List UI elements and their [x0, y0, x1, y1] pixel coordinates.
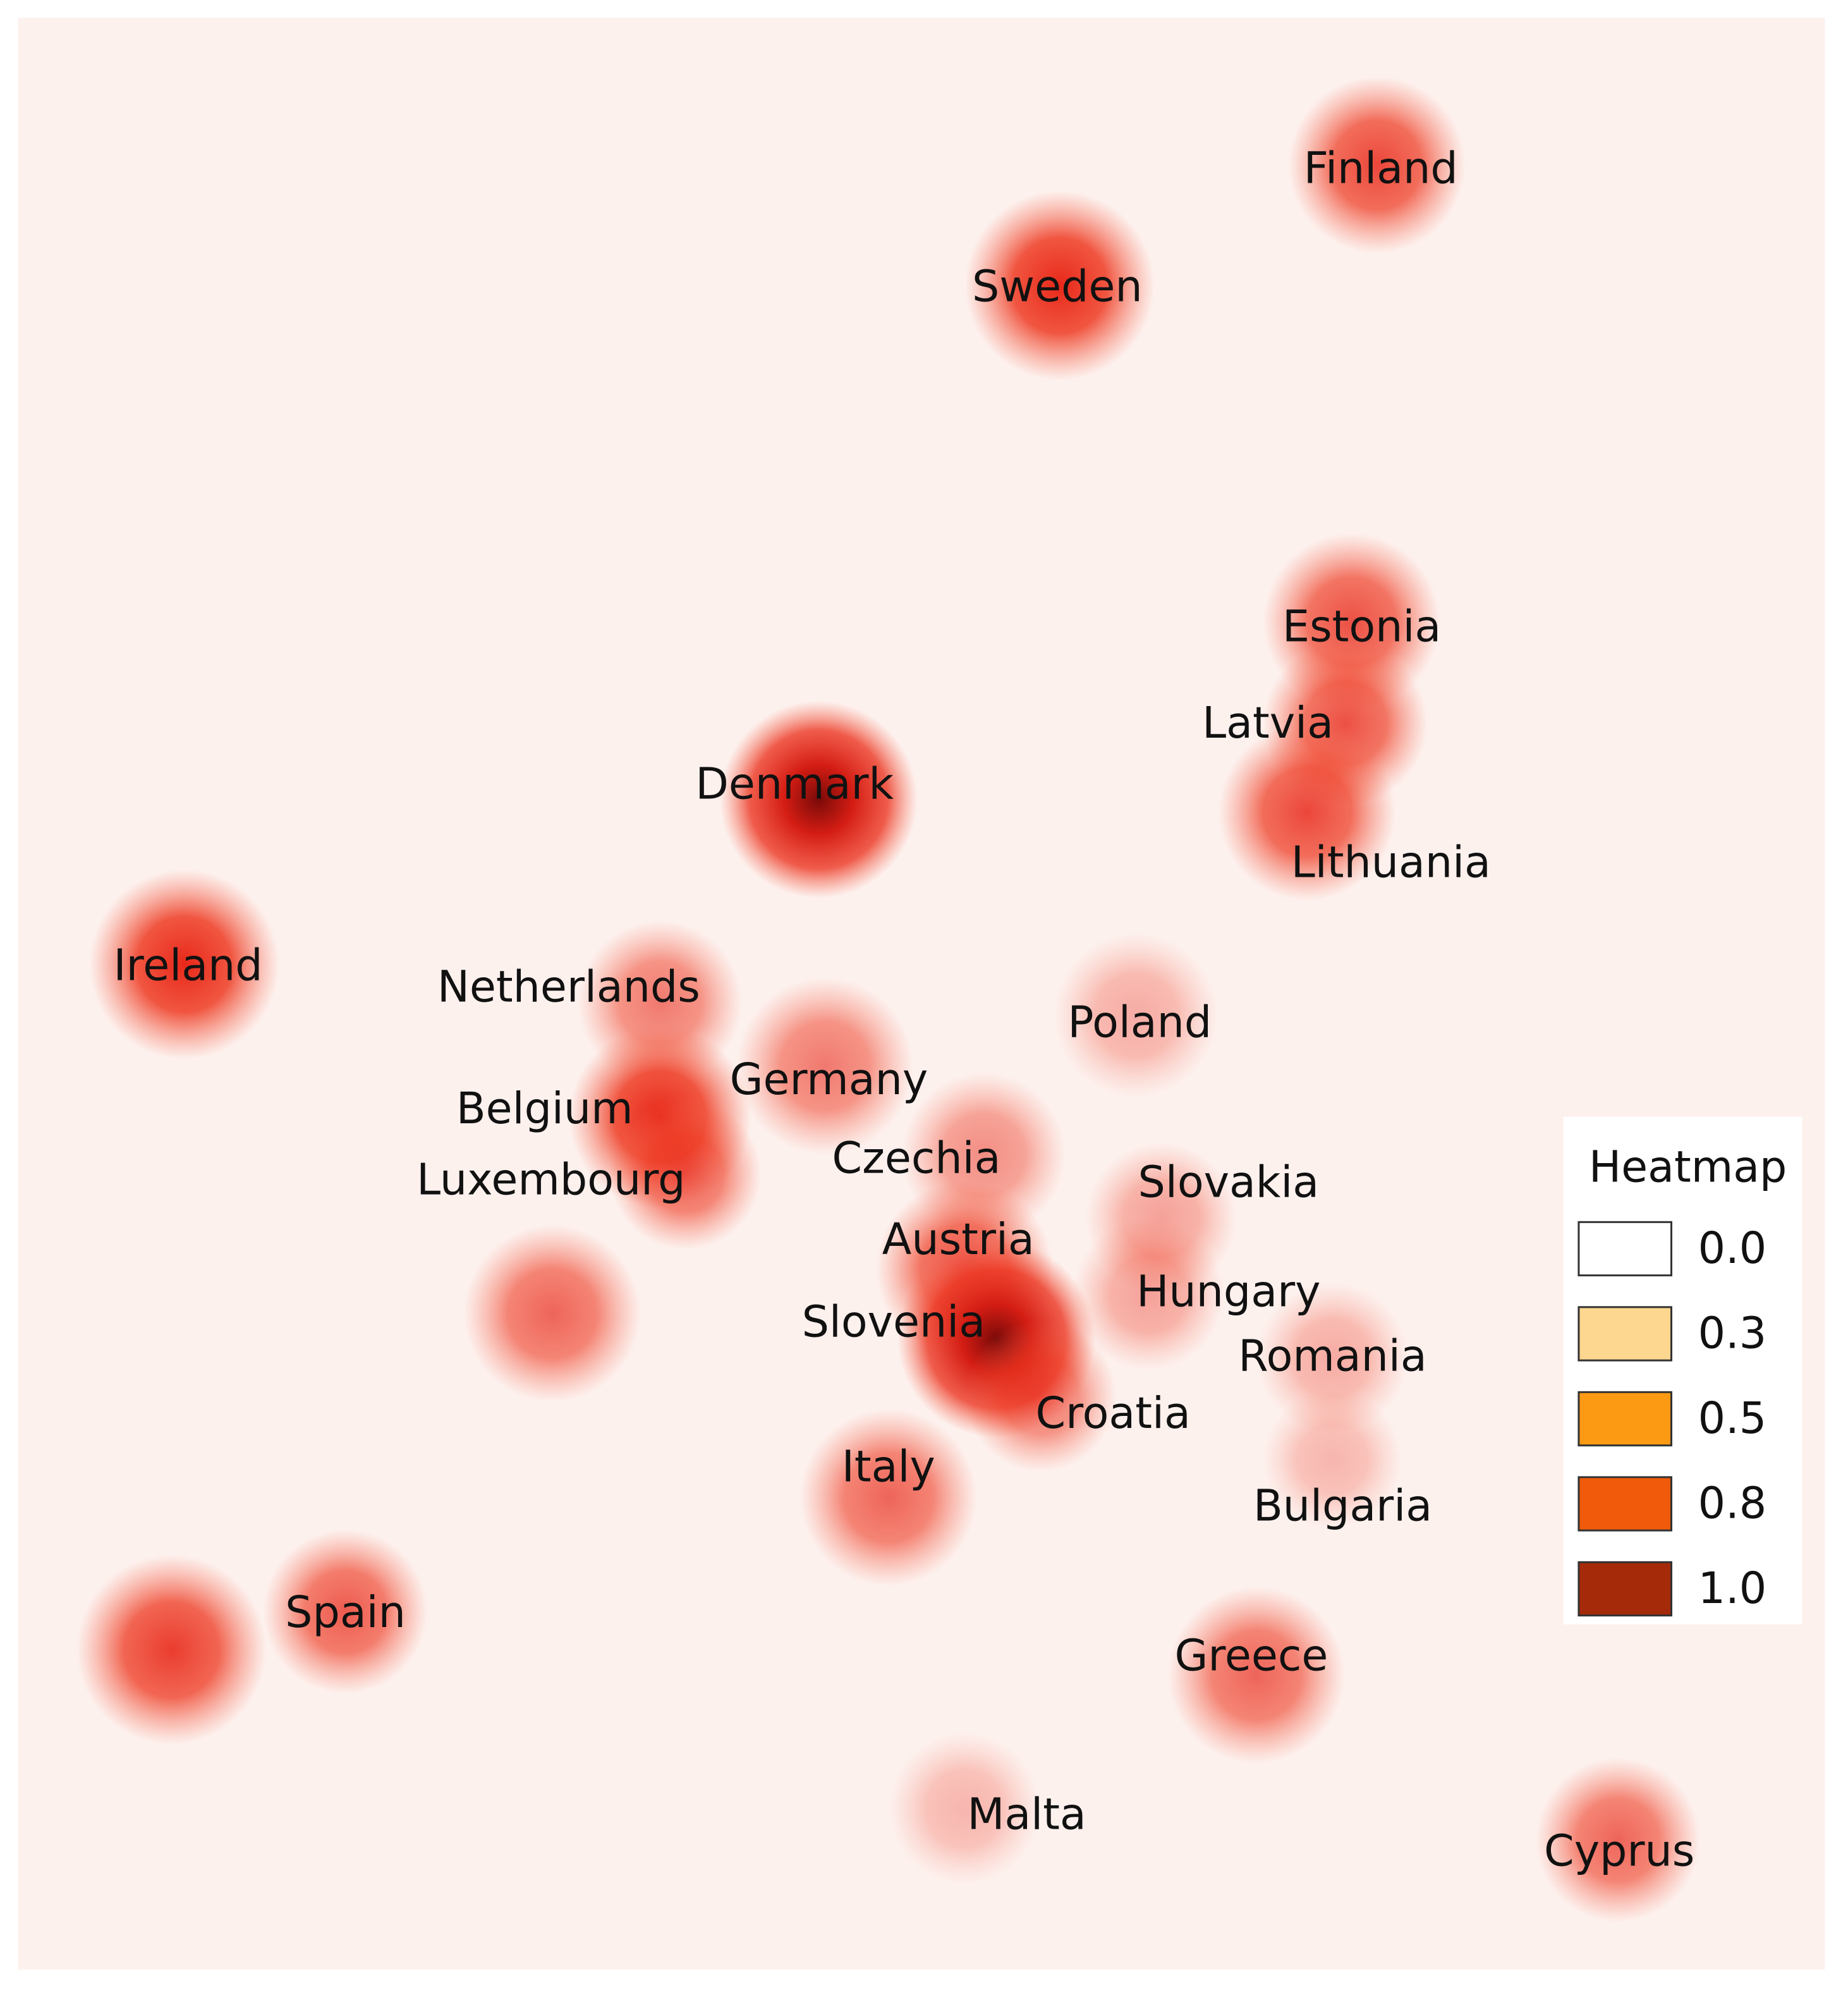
legend-label: 0.0: [1698, 1224, 1767, 1274]
country-label: Bulgaria: [1253, 1482, 1432, 1532]
legend-swatch: [1577, 1561, 1672, 1617]
country-label: Sweden: [972, 262, 1143, 312]
legend-swatch: [1577, 1306, 1672, 1362]
map-background: [18, 18, 1825, 1970]
country-label: Malta: [967, 1790, 1086, 1839]
heat-spot: [263, 1529, 429, 1695]
heat-spot: [799, 1408, 978, 1587]
heat-spot: [1535, 1757, 1701, 1923]
heat-spot: [76, 1554, 267, 1745]
country-label: Croatia: [1035, 1389, 1190, 1439]
legend-swatch: [1577, 1391, 1672, 1447]
legend-title: Heatmap: [1589, 1143, 1787, 1193]
country-label: Czechia: [832, 1134, 1000, 1184]
legend-swatch: [1577, 1476, 1672, 1532]
heat-spot: [1167, 1586, 1346, 1764]
heat-layer: [76, 76, 1701, 1923]
legend-swatch: [1577, 1221, 1672, 1277]
country-label: Poland: [1067, 998, 1212, 1048]
country-label: Estonia: [1282, 602, 1441, 652]
legend-label: 0.5: [1698, 1394, 1767, 1444]
heat-spot: [736, 977, 914, 1155]
country-label: Luxembourg: [416, 1155, 685, 1205]
country-label: Lithuania: [1291, 838, 1491, 888]
legend-label: 1.0: [1698, 1564, 1767, 1614]
country-label: Germany: [730, 1055, 928, 1105]
heat-spot: [964, 1319, 1117, 1472]
heat-spot: [1288, 76, 1466, 254]
country-label: Latvia: [1202, 698, 1334, 748]
heat-spot: [1256, 1281, 1409, 1434]
heat-spot: [964, 190, 1155, 381]
country-label: Denmark: [695, 759, 894, 809]
country-label: Slovakia: [1138, 1158, 1320, 1208]
country-label: Italy: [842, 1442, 935, 1492]
country-label: Austria: [882, 1215, 1035, 1265]
heat-spot: [719, 700, 918, 899]
country-label: Hungary: [1136, 1267, 1320, 1317]
legend-label: 0.8: [1698, 1479, 1767, 1529]
country-label: Finland: [1304, 144, 1458, 194]
heat-spot: [88, 869, 280, 1060]
country-label: Ireland: [114, 941, 263, 991]
heat-spot: [1263, 1389, 1402, 1530]
heat-spot: [888, 1732, 1041, 1885]
country-labels: Finland Sweden Estonia Latvia Lithuania Denma…: [114, 144, 1695, 1877]
heat-spot: [463, 1224, 641, 1403]
country-label: Netherlands: [437, 962, 700, 1012]
country-label: Greece: [1174, 1631, 1328, 1681]
country-label: Spain: [285, 1588, 406, 1638]
legend-box: [1563, 1116, 1802, 1625]
heat-spot: [1072, 1218, 1225, 1371]
heat-spot: [1053, 932, 1219, 1098]
country-label: Slovenia: [802, 1297, 985, 1347]
country-label: Cyprus: [1544, 1827, 1694, 1877]
legend: Heatmap 0.0 0.3 0.5 0.8 1.0: [1563, 1116, 1802, 1625]
country-label: Belgium: [456, 1084, 633, 1134]
heat-spot: [609, 1097, 762, 1250]
legend-label: 0.3: [1698, 1309, 1767, 1359]
heat-spot: [1218, 723, 1396, 901]
country-label: Romania: [1238, 1332, 1426, 1382]
